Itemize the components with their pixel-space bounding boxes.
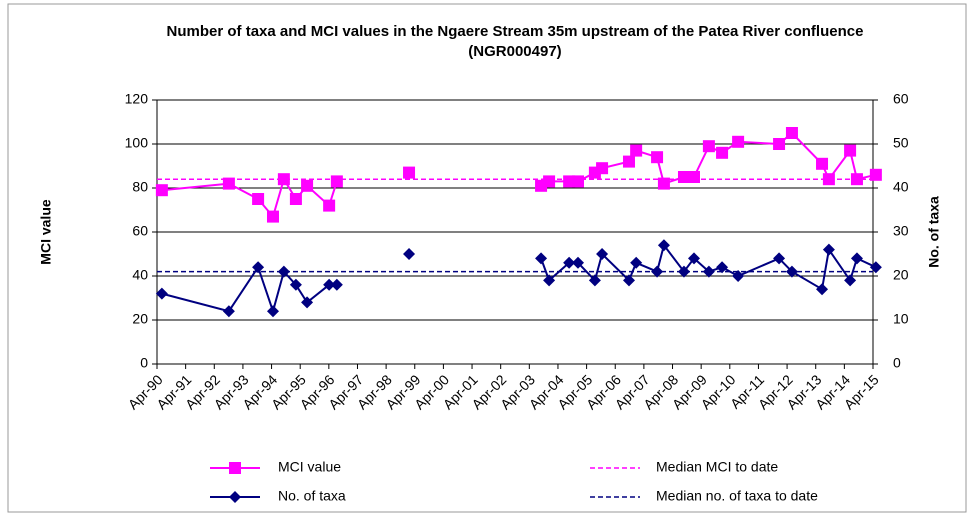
y-tick-label: 0	[140, 355, 148, 371]
data-point	[622, 274, 635, 287]
legend-label: MCI value	[278, 459, 341, 475]
data-point	[844, 274, 857, 287]
data-point	[155, 287, 168, 300]
y-axis-label: MCI value	[38, 199, 54, 265]
data-point	[543, 175, 556, 188]
data-point	[630, 144, 643, 157]
data-point	[869, 261, 882, 274]
data-point	[732, 135, 745, 148]
y2-tick-label: 10	[893, 311, 909, 327]
data-point	[785, 265, 798, 278]
data-point	[785, 127, 798, 139]
data-point	[330, 175, 343, 188]
data-point	[657, 177, 670, 190]
data-point	[252, 261, 265, 274]
data-point	[588, 274, 601, 287]
data-point	[596, 248, 609, 260]
data-point	[630, 256, 643, 269]
data-point	[816, 157, 829, 170]
data-point	[572, 256, 585, 269]
data-point	[702, 265, 715, 278]
y-tick-label: 20	[132, 311, 148, 327]
data-point	[657, 239, 670, 252]
y2-tick-label: 50	[893, 135, 909, 151]
y-tick-label: 120	[125, 91, 149, 107]
data-point	[563, 256, 576, 269]
data-point	[252, 193, 265, 205]
y2-tick-label: 20	[893, 267, 909, 283]
y2-axis-label: No. of taxa	[926, 196, 942, 268]
data-point	[716, 261, 729, 274]
data-point	[716, 146, 729, 159]
data-point	[301, 179, 314, 192]
data-point	[222, 177, 235, 190]
data-point	[844, 144, 857, 157]
data-point	[596, 162, 609, 175]
data-point	[266, 305, 279, 318]
data-point	[688, 171, 700, 183]
data-point	[850, 252, 863, 265]
data-point	[277, 265, 290, 278]
y2-tick-label: 40	[893, 179, 909, 195]
data-point	[301, 296, 314, 309]
data-point	[535, 252, 548, 265]
data-point	[403, 166, 416, 179]
y-tick-label: 80	[132, 179, 148, 195]
data-point	[403, 248, 416, 260]
y2-tick-label: 30	[893, 223, 909, 239]
data-point	[677, 265, 690, 278]
y-tick-label: 100	[125, 135, 149, 151]
data-point	[822, 173, 835, 186]
data-point	[702, 140, 715, 153]
legend-marker	[229, 491, 241, 503]
y-tick-label: 60	[132, 223, 148, 239]
data-point	[266, 210, 279, 223]
data-point	[622, 155, 635, 168]
y-tick-label: 40	[132, 267, 148, 283]
data-point	[330, 278, 343, 291]
data-point	[732, 270, 745, 282]
data-point	[289, 193, 302, 205]
data-point	[277, 173, 290, 186]
data-point	[651, 151, 664, 164]
data-point	[677, 171, 690, 183]
data-point	[688, 252, 700, 265]
series-line	[161, 131, 877, 219]
legend-marker	[229, 462, 241, 474]
legend-label: Median no. of taxa to date	[656, 488, 818, 504]
data-point	[773, 252, 786, 265]
y2-tick-label: 60	[893, 91, 909, 107]
y2-tick-label: 0	[893, 355, 901, 371]
data-point	[543, 274, 556, 287]
data-point	[850, 173, 863, 186]
data-point	[869, 168, 882, 181]
data-point	[289, 278, 302, 291]
data-point	[651, 265, 664, 278]
data-point	[222, 305, 235, 318]
legend-label: No. of taxa	[278, 488, 346, 504]
series-line	[161, 242, 877, 315]
chart-title: Number of taxa and MCI values in the Nga…	[166, 23, 864, 60]
chart-frame	[7, 3, 967, 513]
data-point	[323, 278, 336, 291]
data-point	[155, 184, 168, 197]
legend-label: Median MCI to date	[656, 459, 778, 475]
data-point	[323, 199, 336, 212]
data-point	[773, 138, 786, 150]
data-point	[572, 175, 585, 188]
data-point	[816, 283, 829, 296]
data-point	[822, 243, 835, 256]
